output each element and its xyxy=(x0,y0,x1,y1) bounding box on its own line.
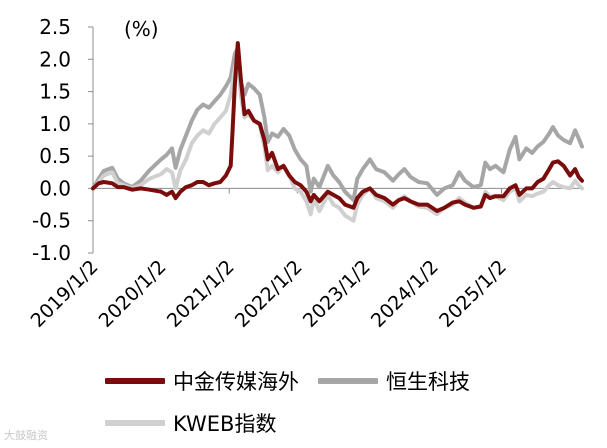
series-line xyxy=(91,54,584,223)
y-tick-label: 0.0 xyxy=(39,176,71,200)
y-unit-label: (%) xyxy=(124,17,159,41)
legend-item-kweb-index: KWEB指数 xyxy=(105,408,276,438)
y-tick-label: 2.0 xyxy=(39,47,71,71)
legend-label: KWEB指数 xyxy=(173,412,277,436)
legend-swatch xyxy=(318,378,378,384)
x-tick-label: 2023/1/2 xyxy=(299,256,375,332)
y-tick-label: 0.5 xyxy=(39,144,71,168)
x-tick-label: 2020/1/2 xyxy=(95,256,171,332)
legend-label: 中金传媒海外 xyxy=(173,370,299,394)
x-axis: 2019/1/22020/1/22021/1/22022/1/22023/1/2… xyxy=(27,187,582,332)
legend-swatch xyxy=(105,378,165,384)
watermark: 大鼓融资 xyxy=(4,429,48,442)
y-tick-label: 2.5 xyxy=(39,15,71,39)
legend-swatch xyxy=(105,420,165,426)
x-tick-label: 2024/1/2 xyxy=(367,256,443,332)
legend-item-hang-seng-tech: 恒生科技 xyxy=(318,366,470,396)
y-axis: 2.5 2.0 1.5 1.0 0.5 0.0 -0.5 -1.0 xyxy=(32,15,94,265)
series-layer xyxy=(91,41,584,223)
y-tick-label: 1.0 xyxy=(39,112,71,136)
x-tick-label: 2019/1/2 xyxy=(27,256,103,332)
series-line xyxy=(91,45,584,203)
x-tick-label: 2025/1/2 xyxy=(435,256,511,332)
y-tick-label: 1.5 xyxy=(39,80,71,104)
y-tick-label: -1.0 xyxy=(32,241,71,265)
x-tick-label: 2022/1/2 xyxy=(231,256,307,332)
y-tick-label: -0.5 xyxy=(32,209,71,233)
series-line xyxy=(91,41,584,213)
legend-label: 恒生科技 xyxy=(386,370,470,394)
legend-item-cicc-media-overseas: 中金传媒海外 xyxy=(105,366,299,396)
x-tick-label: 2021/1/2 xyxy=(163,256,239,332)
